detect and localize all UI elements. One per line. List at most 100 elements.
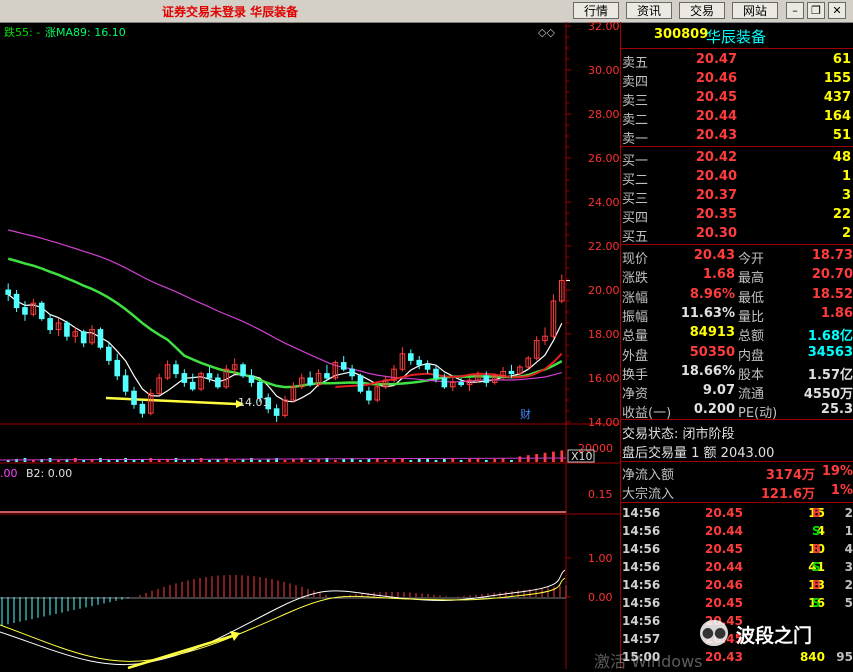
ask-level-row: 卖二 20.44 164	[620, 108, 853, 128]
bid-label: 买三	[622, 192, 649, 207]
tick-row: 14:56 20.45 10 B 4	[620, 541, 853, 558]
stat-row: 振幅 11.63% 量比 1.86	[620, 305, 853, 325]
candle-body	[458, 381, 464, 386]
dif-line	[0, 569, 566, 666]
candle-body	[441, 377, 448, 388]
stat-value: 1.68亿	[807, 329, 853, 345]
windows-activation-watermark: 激活 Windows	[594, 652, 703, 671]
tick-price: 20.46	[705, 578, 743, 592]
volume-unit-label: X10	[571, 450, 593, 463]
wechat-watermark: ●● 波段之门	[700, 620, 848, 647]
bid-level-row: 买四 20.35 22	[620, 206, 853, 226]
stat-value: 11.63%	[680, 305, 735, 321]
candle-body	[416, 359, 423, 366]
candle-body	[122, 375, 129, 392]
stat-key: 总量	[622, 329, 649, 345]
macd-legend-a: .00	[0, 467, 18, 480]
financial-badge[interactable]: 财	[520, 407, 531, 421]
ask-level-row: 卖五 20.47 61	[620, 51, 853, 71]
minimize-icon[interactable]: –	[786, 2, 804, 19]
candle-body	[449, 381, 456, 388]
stat-value: 20.43	[693, 248, 735, 263]
stat-key: 内盘	[738, 348, 765, 364]
price-tick-label: 26.00	[588, 152, 620, 165]
stat-value: 50350	[689, 344, 735, 360]
tick-price: 20.44	[705, 560, 743, 574]
dea-line	[0, 577, 566, 662]
stat-value: 9.07	[702, 383, 735, 399]
stat-row: 收益(一) 0.200 PE(动) 25.3	[620, 401, 853, 421]
tick-volume: 13	[808, 578, 825, 592]
diamond-icon[interactable]: ◇◇	[538, 26, 555, 39]
tick-time: 14:56	[622, 506, 661, 520]
tick-price: 20.45	[705, 542, 743, 556]
candle-body	[332, 362, 339, 379]
price-tick-label: 16.00	[588, 372, 620, 385]
tick-direction: S	[812, 560, 821, 574]
nav-button-trade[interactable]: 交易	[679, 2, 725, 19]
candle-body	[433, 368, 439, 379]
tick-time: 15:00	[622, 650, 661, 664]
tick-volume: 10	[808, 542, 825, 556]
volume-unit-box	[567, 449, 595, 463]
candle-body	[315, 373, 322, 386]
candle-body	[357, 375, 364, 392]
ask-price: 20.45	[695, 90, 737, 105]
tick-time: 14:57	[622, 632, 661, 646]
stat-value: 18.73	[811, 248, 853, 263]
nav-button-website[interactable]: 网站	[732, 2, 778, 19]
candle-body	[307, 377, 313, 386]
stat-key: 外盘	[622, 348, 649, 364]
ask-level-row: 卖三 20.45 437	[620, 89, 853, 109]
tick-price: 20.45	[705, 506, 743, 520]
volume-axis-label: 20000	[578, 442, 613, 455]
candle-body	[248, 375, 255, 383]
candlestick-series	[5, 274, 565, 422]
stat-row: 换手 18.66% 股本 1.57亿	[620, 363, 853, 383]
tick-direction: S	[812, 596, 821, 610]
tick-count: 2	[844, 506, 853, 520]
candle-body	[231, 364, 238, 370]
quote-panel: 300809 华辰装备 卖五 20.47 61 卖四 20.46 155 卖三 20…	[620, 22, 853, 669]
stock-header: 300809 华辰装备	[620, 26, 853, 46]
nav-button-news[interactable]: 资讯	[626, 2, 672, 19]
candle-body	[22, 307, 28, 315]
restore-icon[interactable]: ❐	[807, 2, 825, 19]
stat-value: 84913	[689, 325, 735, 341]
bid-volume: 48	[832, 150, 851, 165]
bid-label: 买一	[622, 154, 649, 169]
ask-label: 卖三	[622, 94, 649, 109]
candle-body	[491, 375, 498, 383]
candle-body	[131, 390, 137, 405]
stat-value: 1.57亿	[807, 367, 853, 383]
trade-status: 交易状态: 闭市阶段	[622, 427, 735, 442]
stat-value: 18.52	[811, 286, 853, 302]
candle-body	[466, 379, 473, 386]
stat-row: 涨幅 8.96% 最低 18.52	[620, 286, 853, 306]
candle-body	[5, 289, 12, 295]
window-title: 证券交易未登录 华辰装备	[162, 5, 299, 19]
bid-price: 20.37	[695, 188, 737, 203]
tick-row: 14:56 20.45 15 B 2	[620, 505, 853, 522]
stat-value: 18.66%	[680, 363, 735, 379]
ask-label: 卖四	[622, 75, 649, 90]
kline-chart[interactable]: 32.00 30.00 28.00 26.00 24.00 22.00 20.00 18.00…	[0, 22, 620, 669]
candle-body	[533, 340, 540, 359]
candle-body	[500, 370, 506, 377]
stat-row: 净资 9.07 流通 4550万	[620, 382, 853, 402]
ask-level-row: 卖一 20.43 51	[620, 127, 853, 147]
stock-name: 华辰装备	[706, 28, 767, 46]
nav-button-quotes[interactable]: 行情	[573, 2, 619, 19]
ask-level-row: 卖四 20.46 155	[620, 70, 853, 90]
stat-key: 今开	[738, 252, 765, 267]
tick-price: 20.45	[705, 596, 743, 610]
tick-time: 14:56	[622, 542, 661, 556]
candle-body	[424, 364, 431, 370]
candle-body	[223, 368, 230, 388]
bid-volume: 1	[841, 169, 851, 184]
close-icon[interactable]: ✕	[828, 2, 846, 19]
price-tick-label: 20.00	[588, 284, 620, 297]
candle-body	[324, 373, 330, 379]
stat-key: 现价	[622, 252, 649, 267]
tick-time: 14:56	[622, 578, 661, 592]
